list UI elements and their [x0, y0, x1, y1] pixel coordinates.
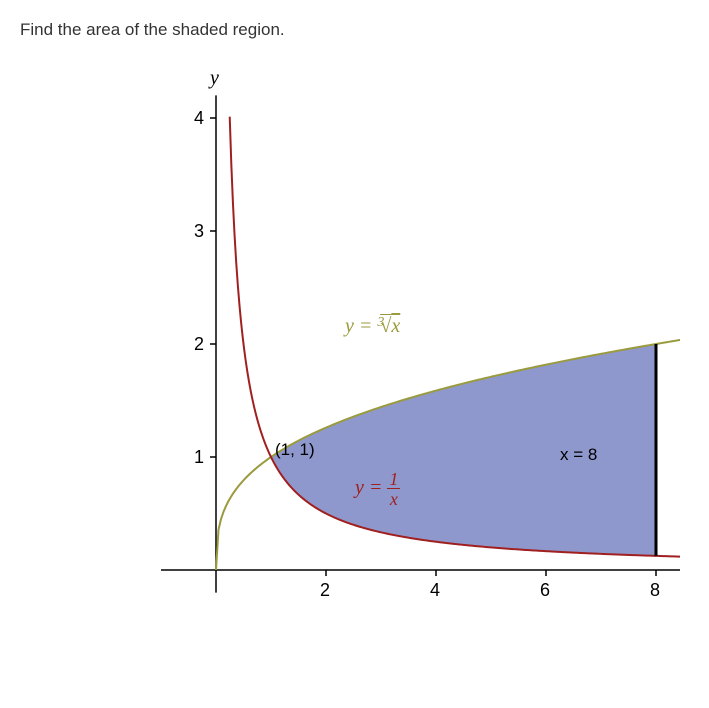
- x-tick-label: 8: [650, 580, 660, 601]
- y-tick-label: 2: [194, 334, 204, 355]
- shaded-region: [271, 344, 656, 556]
- x-tick-label: 4: [430, 580, 440, 601]
- chart: y x 2468 1234 y = 3√x y = 1x (1, 1) x = …: [120, 60, 680, 630]
- x-tick-label: 6: [540, 580, 550, 601]
- y-tick-label: 1: [194, 447, 204, 468]
- x-tick-label: 2: [320, 580, 330, 601]
- cube-root-label: y = 3√x: [345, 315, 400, 338]
- y-axis-label: y: [210, 67, 219, 90]
- intersection-point-label: (1, 1): [275, 440, 315, 460]
- prompt-text: Find the area of the shaded region.: [20, 20, 709, 40]
- reciprocal-label: y = 1x: [355, 470, 400, 508]
- vertical-line-label: x = 8: [560, 445, 597, 465]
- y-tick-label: 3: [194, 221, 204, 242]
- y-tick-label: 4: [194, 108, 204, 129]
